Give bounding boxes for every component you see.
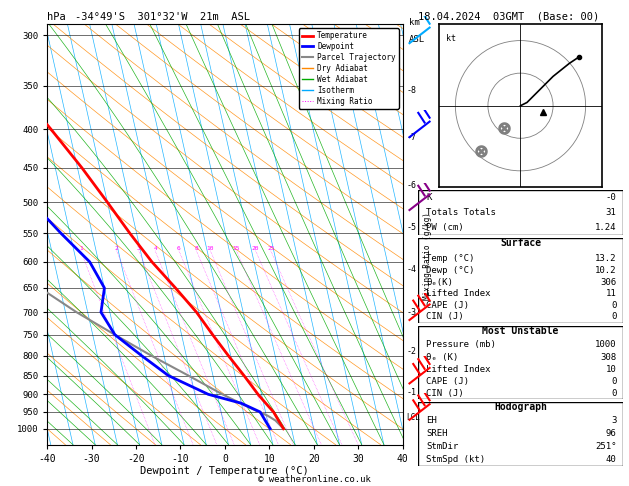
Text: 306: 306 <box>601 278 616 287</box>
Text: -8: -8 <box>406 86 416 95</box>
Text: 11: 11 <box>606 289 616 298</box>
Text: SREH: SREH <box>426 429 448 438</box>
Text: 1: 1 <box>79 246 82 251</box>
Text: 10: 10 <box>207 246 214 251</box>
Text: θₑ(K): θₑ(K) <box>426 278 454 287</box>
Text: Pressure (mb): Pressure (mb) <box>426 341 496 349</box>
Text: -34°49'S  301°32'W  21m  ASL: -34°49'S 301°32'W 21m ASL <box>75 12 250 22</box>
Text: 96: 96 <box>606 429 616 438</box>
Text: Surface: Surface <box>500 238 541 248</box>
Text: 1.24: 1.24 <box>595 223 616 232</box>
Text: CAPE (J): CAPE (J) <box>426 301 469 310</box>
Text: 18.04.2024  03GMT  (Base: 00): 18.04.2024 03GMT (Base: 00) <box>418 12 599 22</box>
Text: 40: 40 <box>606 454 616 464</box>
Text: 20: 20 <box>252 246 259 251</box>
Text: © weatheronline.co.uk: © weatheronline.co.uk <box>258 474 371 484</box>
Text: 308: 308 <box>601 352 616 362</box>
Text: 3: 3 <box>611 416 616 425</box>
Text: StmSpd (kt): StmSpd (kt) <box>426 454 486 464</box>
Text: -1: -1 <box>406 388 416 397</box>
Text: -3: -3 <box>406 308 416 317</box>
Text: 6: 6 <box>177 246 181 251</box>
Text: Mixing Ratio (g/kg): Mixing Ratio (g/kg) <box>423 212 431 300</box>
Text: 0: 0 <box>611 301 616 310</box>
Text: hPa: hPa <box>47 12 66 22</box>
Text: 0: 0 <box>611 312 616 321</box>
Text: 3: 3 <box>137 246 141 251</box>
Text: -0: -0 <box>606 193 616 202</box>
Text: 4: 4 <box>153 246 157 251</box>
Text: 31: 31 <box>606 208 616 217</box>
Text: 8: 8 <box>194 246 198 251</box>
Text: 25: 25 <box>267 246 274 251</box>
Text: K: K <box>426 193 432 202</box>
Text: 0: 0 <box>611 377 616 386</box>
Text: Totals Totals: Totals Totals <box>426 208 496 217</box>
Text: 2: 2 <box>115 246 118 251</box>
X-axis label: Dewpoint / Temperature (°C): Dewpoint / Temperature (°C) <box>140 467 309 476</box>
Text: Hodograph: Hodograph <box>494 402 547 413</box>
Text: StmDir: StmDir <box>426 442 459 451</box>
Text: km: km <box>409 17 420 27</box>
Text: LCL: LCL <box>406 413 420 422</box>
Text: CIN (J): CIN (J) <box>426 389 464 398</box>
Text: -5: -5 <box>406 223 416 232</box>
Text: kt: kt <box>445 34 455 43</box>
Text: -4: -4 <box>406 265 416 275</box>
Text: 1000: 1000 <box>595 341 616 349</box>
Text: -7: -7 <box>406 133 416 142</box>
Text: Lifted Index: Lifted Index <box>426 289 491 298</box>
Text: EH: EH <box>426 416 437 425</box>
Text: 10.2: 10.2 <box>595 266 616 275</box>
Text: ASL: ASL <box>409 35 425 44</box>
Legend: Temperature, Dewpoint, Parcel Trajectory, Dry Adiabat, Wet Adiabat, Isotherm, Mi: Temperature, Dewpoint, Parcel Trajectory… <box>299 28 399 109</box>
Text: 251°: 251° <box>595 442 616 451</box>
Text: 15: 15 <box>233 246 240 251</box>
Text: Dewp (°C): Dewp (°C) <box>426 266 475 275</box>
Text: CAPE (J): CAPE (J) <box>426 377 469 386</box>
Text: CIN (J): CIN (J) <box>426 312 464 321</box>
Text: 0: 0 <box>611 389 616 398</box>
Text: -2: -2 <box>406 347 416 356</box>
Text: -6: -6 <box>406 181 416 190</box>
Text: θₑ (K): θₑ (K) <box>426 352 459 362</box>
Text: 13.2: 13.2 <box>595 254 616 263</box>
Text: 10: 10 <box>606 364 616 374</box>
Text: Most Unstable: Most Unstable <box>482 326 559 336</box>
Text: Lifted Index: Lifted Index <box>426 364 491 374</box>
Text: PW (cm): PW (cm) <box>426 223 464 232</box>
Text: Temp (°C): Temp (°C) <box>426 254 475 263</box>
